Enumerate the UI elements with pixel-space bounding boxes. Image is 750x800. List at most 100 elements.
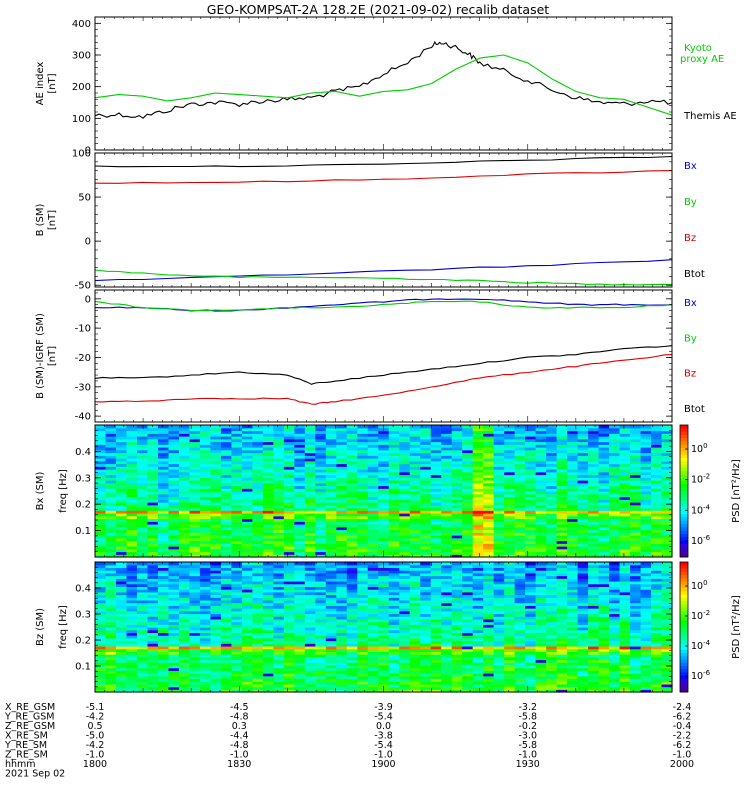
spectrogram-cell [651,678,663,682]
spectrogram-cell [241,524,253,528]
spectrogram-cell [483,447,495,451]
spectrogram-cell [304,463,316,467]
spectrogram-cell [493,513,505,517]
spectrogram-cell [346,673,358,677]
spectrogram-cell [273,526,285,531]
spectrogram-cell [241,504,253,509]
spectrogram-cell [178,637,191,642]
spectrogram-cell [115,618,128,623]
spectrogram-cell [556,554,568,558]
spectrogram-cell [525,532,537,536]
spectrogram-cell [609,529,621,533]
spectrogram-cell [241,447,253,451]
spectrogram-cell [304,654,316,658]
spectrogram-cell [273,452,285,456]
spectrogram-cell [105,637,117,642]
spectrogram-cell [115,469,128,473]
spectrogram-cell [451,485,463,489]
spectrogram-cell [231,499,243,503]
spectrogram-cell [304,554,316,558]
spectrogram-cell [525,529,537,533]
spectrogram-cell [136,463,149,467]
spectrogram-cell [420,496,432,500]
spectrogram-cell [598,535,610,539]
spectrogram-cell [420,683,432,688]
spectrogram-cell [399,430,411,434]
spectrogram-cell [609,670,621,674]
spectrogram-cell [294,510,306,514]
spectrogram-cell [346,466,358,470]
spectrogram-cell [220,529,232,533]
spectrogram-cell [147,627,159,631]
spectrogram-cell [598,673,610,677]
spectrogram-cell [126,667,138,671]
spectrogram-cell [651,551,663,555]
spectrogram-cell [336,458,348,462]
spectrogram-cell [157,664,170,669]
colorbar-swatch [680,517,688,522]
spectrogram-cell [546,502,558,506]
spectrogram-cell [514,673,526,677]
spectrogram-cell [504,436,516,440]
spectrogram-cell [346,526,358,531]
spectrogram-cell [588,447,600,451]
spectrogram-cell [325,537,337,542]
spectrogram-cell [283,455,295,459]
spectrogram-cell [640,441,652,445]
spectrogram-cell [525,466,537,470]
spectrogram-cell [525,469,537,473]
spectrogram-cell [220,546,232,550]
spectrogram-cell [399,537,411,542]
spectrogram-cell [325,469,337,473]
spectrogram-cell [346,477,358,481]
spectrogram-cell [199,466,211,470]
spectrogram-cell [472,485,484,489]
spectrogram-cell [577,488,589,492]
spectrogram-cell [472,515,484,520]
spectrogram-cell [178,499,191,503]
spectrogram-cell [462,460,474,465]
spectrogram-cell [525,441,537,445]
spectrogram-cell [346,537,358,542]
spectrogram-cell [157,540,170,544]
spectrogram-cell [546,524,558,528]
spectrogram-cell [577,480,589,484]
spectrogram-cell [577,504,589,509]
spectrogram-cell [199,458,211,462]
spectrogram-cell [126,447,138,451]
spectrogram-cell [273,675,285,680]
spectrogram-cell [294,675,306,680]
spectrogram-cell [546,686,558,690]
spectrogram-cell [178,477,191,481]
spectrogram-cell [325,488,337,492]
spectrogram-cell [462,466,474,470]
spectrogram-cell [514,466,526,470]
spectrogram-cell [493,507,505,511]
spectrogram-cell [220,629,232,634]
spectrogram-cell [325,485,337,489]
spectrogram-cell [304,543,316,547]
spectrogram-cell [483,480,495,484]
spectrogram-cell [304,656,316,661]
spectrogram-cell [367,670,379,674]
spectrogram-cell [252,496,264,500]
spectrogram-cell [294,447,306,451]
spectrogram-cell [294,524,306,528]
spectrogram-cell [535,537,547,542]
spectrogram-cell [525,621,537,625]
spectrogram-cell [252,662,264,666]
spectrogram-cell [325,515,337,520]
spectrogram-cell [178,430,191,434]
spectrogram-cell [430,438,442,443]
spectrogram-cell [189,477,201,481]
spectrogram-cell [210,546,222,550]
spectrogram-cell [483,643,495,647]
spectrogram-cell [95,466,107,470]
spectrogram-cell [220,460,232,465]
spectrogram-cell [231,471,243,476]
spectrogram-cell [651,667,663,671]
spectrogram-cell [556,643,568,647]
spectrogram-cell [304,546,316,550]
spectrogram-cell [178,640,191,644]
spectrogram-cell [346,651,358,655]
